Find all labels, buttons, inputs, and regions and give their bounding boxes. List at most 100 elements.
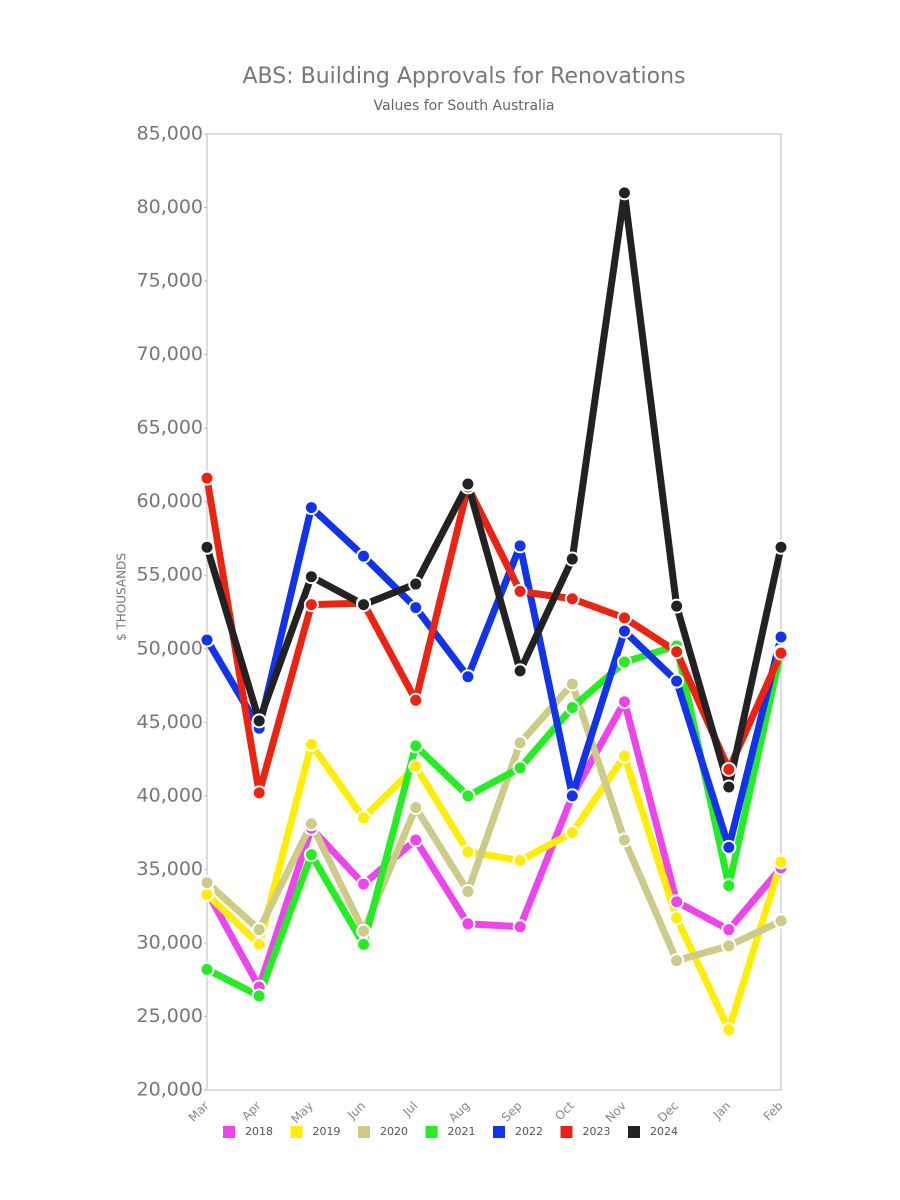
data-point (512, 760, 528, 776)
legend-label: 2018 (245, 1125, 273, 1138)
data-point (408, 800, 424, 816)
data-point (460, 844, 476, 860)
data-point (356, 810, 372, 826)
y-axis-label: $ THOUSANDS (115, 553, 129, 641)
series-line (203, 474, 785, 797)
data-point (356, 923, 372, 939)
y-tick-label: 85,000 (137, 123, 203, 145)
y-tick-label: 20,000 (137, 1079, 203, 1101)
series-line (203, 680, 785, 965)
data-point (564, 551, 580, 567)
data-point (512, 663, 528, 679)
data-point (564, 676, 580, 692)
data-point (356, 548, 372, 564)
data-point (460, 788, 476, 804)
data-point (721, 878, 737, 894)
data-point (564, 825, 580, 841)
y-tick-label: 60,000 (137, 490, 203, 512)
y-tick-label: 50,000 (137, 637, 203, 659)
data-point (669, 644, 685, 660)
data-point (356, 936, 372, 952)
y-tick-label: 25,000 (137, 1005, 203, 1027)
y-tick-label: 80,000 (137, 196, 203, 218)
y-tick-label: 40,000 (137, 784, 203, 806)
data-point (773, 539, 789, 555)
data-point (512, 853, 528, 869)
legend-swatch (628, 1126, 640, 1138)
legend-swatch (560, 1126, 573, 1138)
data-point (303, 500, 319, 516)
data-point (251, 988, 267, 1004)
y-tick-label: 75,000 (137, 270, 203, 292)
y-tick-label: 35,000 (137, 858, 203, 880)
data-point (773, 854, 789, 870)
data-point (408, 692, 424, 708)
legend-swatch (358, 1126, 370, 1138)
data-point (669, 673, 685, 689)
series-line (203, 189, 785, 791)
legend-label: 2024 (650, 1125, 678, 1138)
plot-frame (206, 133, 782, 1091)
data-point (303, 847, 319, 863)
data-point (616, 185, 632, 201)
data-point (199, 632, 215, 648)
data-point (721, 779, 737, 795)
data-point (616, 623, 632, 639)
data-point (512, 538, 528, 554)
data-point (564, 700, 580, 716)
legend-label: 2021 (448, 1125, 476, 1138)
data-point (616, 832, 632, 848)
data-point (303, 569, 319, 585)
legend-label: 2019 (313, 1125, 341, 1138)
chart-subtitle: Values for South Australia (374, 98, 555, 114)
y-tick-label: 30,000 (137, 931, 203, 953)
data-point (408, 600, 424, 616)
data-point (356, 597, 372, 613)
series-line (203, 504, 785, 851)
legend-label: 2022 (515, 1125, 543, 1138)
chart-title: ABS: Building Approvals for Renovations (242, 64, 685, 89)
legend-swatch (223, 1126, 235, 1138)
data-point (669, 598, 685, 614)
data-point (721, 839, 737, 855)
legend-label: 2023 (583, 1125, 611, 1138)
data-point (408, 758, 424, 774)
data-point (564, 788, 580, 804)
data-point (408, 576, 424, 592)
data-point (669, 894, 685, 910)
data-point (303, 736, 319, 752)
data-point (460, 476, 476, 492)
data-point (773, 645, 789, 661)
data-point (199, 961, 215, 977)
data-point (616, 654, 632, 670)
y-tick-label: 55,000 (137, 564, 203, 586)
data-point (460, 669, 476, 685)
data-point (356, 876, 372, 892)
data-point (669, 910, 685, 926)
data-point (512, 583, 528, 599)
data-point (251, 785, 267, 801)
data-point (564, 591, 580, 607)
data-point (408, 738, 424, 754)
series-line (203, 698, 785, 991)
legend-swatch (425, 1126, 438, 1138)
legend-swatch (493, 1126, 505, 1138)
data-point (199, 875, 215, 891)
data-point (251, 936, 267, 952)
data-point (721, 922, 737, 938)
data-point (773, 913, 789, 929)
data-point (773, 629, 789, 645)
data-point (512, 919, 528, 935)
y-tick-label: 45,000 (137, 711, 203, 733)
data-point (721, 1022, 737, 1038)
data-point (199, 470, 215, 486)
data-point (460, 916, 476, 932)
data-point (251, 922, 267, 938)
data-point (251, 713, 267, 729)
legend-swatch (290, 1126, 303, 1138)
legend-label: 2020 (380, 1125, 408, 1138)
data-point (616, 610, 632, 626)
data-point (616, 748, 632, 764)
